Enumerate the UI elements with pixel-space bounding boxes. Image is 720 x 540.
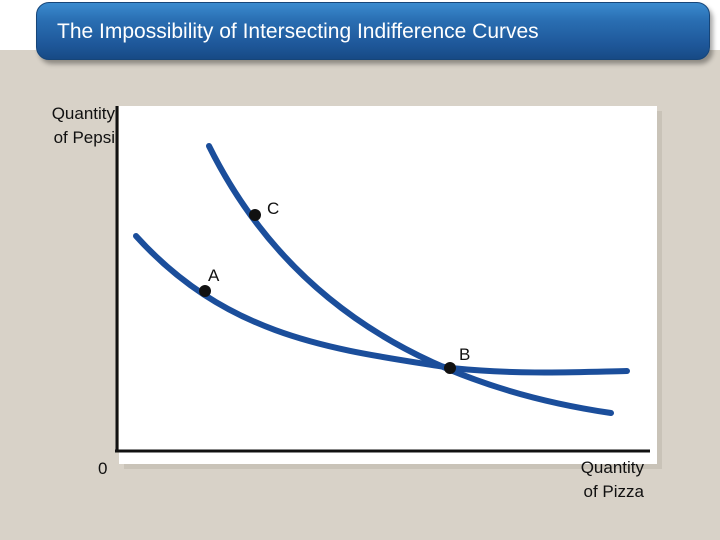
point-a-marker — [199, 285, 211, 297]
point-b-label: B — [459, 345, 470, 364]
x-axis-label-line1: Quantity — [580, 458, 644, 477]
y-axis-label: Quantity of Pepsi — [52, 102, 115, 150]
point-c-label: C — [267, 199, 279, 218]
indifference-curve-flat — [133, 233, 630, 376]
point-a-label: A — [208, 266, 220, 285]
slide-title: The Impossibility of Intersecting Indiff… — [57, 20, 539, 43]
x-axis-label-line2: of Pizza — [583, 482, 644, 501]
point-b-marker — [444, 362, 456, 374]
x-axis-label: Quantity of Pizza — [581, 456, 644, 504]
title-bar: The Impossibility of Intersecting Indiff… — [36, 2, 710, 60]
point-c-marker — [249, 209, 261, 221]
y-axis-label-line2: of Pepsi — [53, 128, 115, 147]
indifference-curve-steep — [206, 143, 614, 416]
y-axis-label-line1: Quantity — [51, 104, 115, 123]
origin-label: 0 — [98, 459, 108, 478]
